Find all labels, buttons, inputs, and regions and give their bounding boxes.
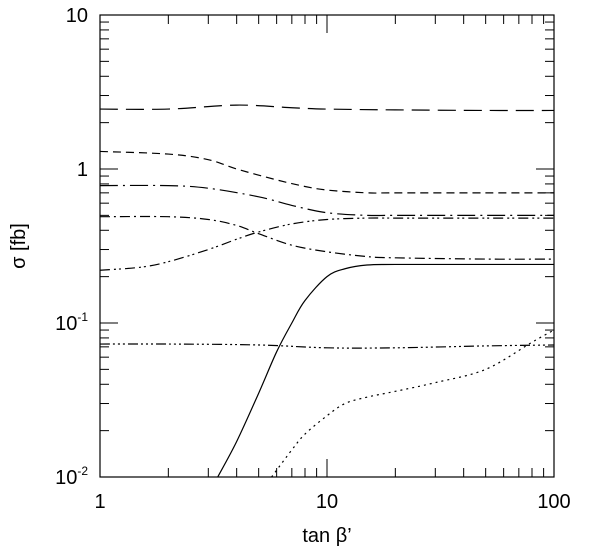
y-tick-label: 10: [66, 5, 88, 27]
y-tick-label: 1: [77, 159, 88, 181]
series-line-short-dash: [100, 150, 554, 194]
series-line-long-dash: [100, 104, 554, 112]
series-line-long-dash-dot: [100, 184, 554, 217]
series-line-dash-dot: [100, 215, 554, 260]
y-tick-label: 10-2: [55, 464, 88, 489]
series-layer: [100, 104, 554, 477]
x-tick-label: 100: [537, 491, 570, 513]
series-line-solid: [217, 263, 554, 477]
tick-labels: 1 10 100 10-2 10-1 1 10: [55, 5, 571, 513]
y-tick-label: 10-1: [55, 310, 88, 335]
x-tick-label: 10: [316, 491, 338, 513]
series-line-dash-dot-dot-dot: [100, 343, 554, 349]
axis-ticks: [99, 15, 554, 478]
x-axis-label: tan β’: [302, 525, 351, 547]
y-axis-label: σ [fb]: [8, 223, 30, 269]
plot-frame: [99, 14, 555, 478]
series-line-dotted: [271, 329, 554, 477]
series-line-dash-dot-dot: [100, 217, 554, 271]
x-tick-label: 1: [94, 491, 105, 513]
